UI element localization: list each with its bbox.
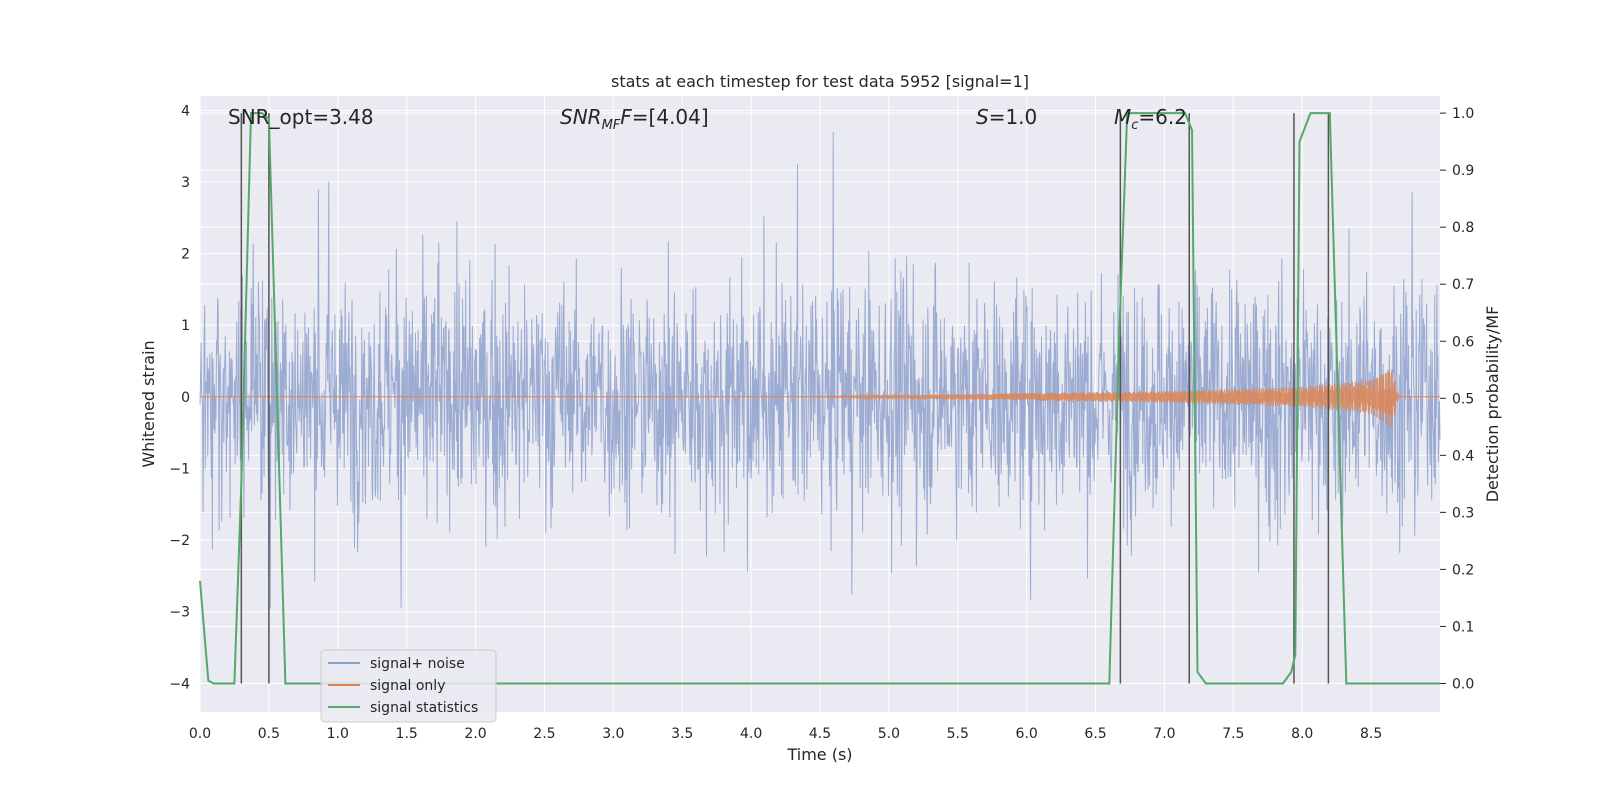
legend-label-noise: signal+ noise: [370, 656, 465, 672]
y-axis-right-label: Detection probability/MF: [1483, 306, 1502, 503]
x-tick-label: 6.5: [1084, 726, 1106, 742]
statistics-line: [199, 112, 1440, 685]
x-tick-label: 0.5: [258, 726, 280, 742]
x-tick-label: 7.5: [1222, 726, 1244, 742]
x-tick-label: 5.5: [947, 726, 969, 742]
y-right-ticks: 1.0 0.9 0.8 0.7 0.6 0.5 0.4 0.3 0.2 0.1 0.0: [1440, 106, 1474, 692]
legend-label-stats: signal statistics: [370, 700, 478, 716]
signal-statistics-series: [199, 112, 1440, 685]
chart-title: stats at each timestep for test data 595…: [611, 72, 1029, 91]
signal-only-series: [200, 368, 1440, 427]
x-tick-label: 5.0: [878, 726, 900, 742]
x-tick-label: 1.0: [327, 726, 349, 742]
y-right-tick-label: 0.6: [1452, 334, 1474, 350]
x-tick-label: 4.0: [740, 726, 762, 742]
y-left-tick-label: 3: [181, 175, 190, 191]
x-tick-label: 3.0: [602, 726, 624, 742]
y-left-tick-label: −3: [169, 605, 190, 621]
y-right-tick-label: 0.5: [1452, 391, 1474, 407]
annotation-s: S=1.0: [976, 105, 1037, 129]
vertical-markers: [240, 113, 1330, 684]
x-tick-label: 1.5: [396, 726, 418, 742]
y-right-tick-label: 0.7: [1452, 277, 1474, 293]
x-tick-label: 8.5: [1360, 726, 1382, 742]
y-left-tick-label: 1: [181, 318, 190, 334]
signal-trace: [200, 368, 1440, 427]
y-right-tick-label: 0.2: [1452, 562, 1474, 578]
y-right-tick-label: 0.9: [1452, 163, 1474, 179]
x-tick-label: 2.0: [464, 726, 486, 742]
y-left-tick-label: 0: [181, 390, 190, 406]
x-tick-label: 0.0: [189, 726, 211, 742]
y-right-tick-label: 0.1: [1452, 619, 1474, 635]
x-axis-label: Time (s): [786, 745, 852, 764]
annotation-snr-opt: SNR_opt=3.48: [228, 105, 374, 129]
annotation-mc: Mc=6.2: [1114, 105, 1187, 133]
y-left-tick-label: 4: [181, 103, 190, 119]
annotation-snr-mf: SNRMFF=[4.04]: [560, 105, 709, 133]
y-left-tick-label: −2: [169, 533, 190, 549]
x-tick-label: 7.0: [1153, 726, 1175, 742]
y-left-ticks: 4 3 2 1 0 −1 −2 −3 −4: [169, 103, 190, 692]
y-axis-left-label: Whitened strain: [139, 340, 158, 467]
y-left-tick-label: −1: [169, 461, 190, 477]
y-left-tick-label: 2: [181, 247, 190, 263]
y-right-tick-label: 0.3: [1452, 505, 1474, 521]
y-right-tick-label: 0.0: [1452, 676, 1474, 692]
x-tick-label: 6.0: [1016, 726, 1038, 742]
x-tick-label: 8.0: [1291, 726, 1313, 742]
x-tick-label: 2.5: [533, 726, 555, 742]
y-right-tick-label: 1.0: [1452, 106, 1474, 122]
legend-label-signal: signal only: [370, 678, 445, 694]
x-ticks: 0.0 0.5 1.0 1.5 2.0 2.5 3.0 3.5 4.0 4.5 5.0 5.5 6.0 6…: [189, 726, 1382, 742]
y-right-tick-label: 0.8: [1452, 220, 1474, 236]
y-right-tick-label: 0.4: [1452, 448, 1474, 464]
x-tick-label: 3.5: [671, 726, 693, 742]
y-left-tick-label: −4: [169, 676, 190, 692]
x-tick-label: 4.5: [809, 726, 831, 742]
legend: signal+ noise signal only signal statist…: [320, 649, 497, 723]
